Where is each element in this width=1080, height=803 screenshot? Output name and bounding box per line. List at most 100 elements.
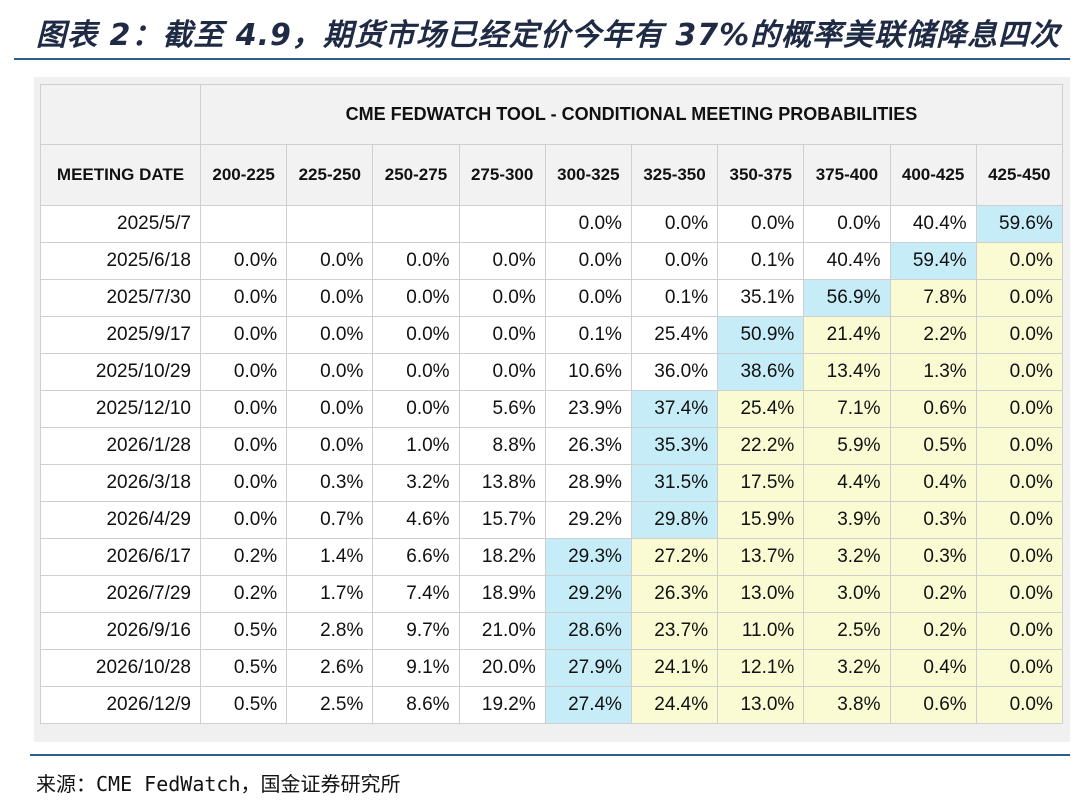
probability-cell: 15.7% [458,501,546,539]
probability-cell: 2.5% [803,612,891,650]
probability-cell: 3.8% [803,686,891,724]
probability-cell: 0.0% [975,427,1063,465]
probability-cell: 0.0% [975,353,1063,391]
probability-cell: 35.3% [630,427,719,465]
table-row: 2026/10/28 0.5% 2.6% 9.1% 20.0% 27.9% 24.1% 12.… [40,649,1063,687]
probability-cell: 27.9% [544,649,632,687]
probability-cell: 0.2% [889,575,977,613]
probability-cell: 1.4% [286,538,374,576]
probability-cell: 0.5% [199,612,288,650]
rate-range-header: 425-450 [975,144,1063,206]
probability-cell: 24.1% [630,649,719,687]
meeting-date-cell: 2026/1/28 [40,427,201,465]
probability-cell: 0.1% [544,316,632,354]
probability-cell: 1.7% [286,575,374,613]
probability-cell: 0.0% [544,242,632,280]
table-row: 2026/7/29 0.2% 1.7% 7.4% 18.9% 29.2% 26.3% 13.0… [40,575,1063,613]
probability-cell: 50.9% [717,316,805,354]
probability-cell: 1.0% [372,427,460,465]
rate-range-header: 225-250 [286,144,374,206]
bottom-divider [30,754,1070,756]
meeting-date-cell: 2025/7/30 [40,279,201,317]
probability-cell: 3.9% [803,501,891,539]
probability-cell: 9.7% [372,612,460,650]
meeting-date-header: MEETING DATE [40,144,201,206]
probability-cell: 0.0% [286,427,374,465]
probability-cell: 37.4% [630,390,719,428]
probability-cell: 0.1% [630,279,719,317]
probability-cell: 29.2% [544,575,632,613]
probability-cell: 2.5% [286,686,374,724]
table-row: 2026/9/16 0.5% 2.8% 9.7% 21.0% 28.6% 23.7% 11.0… [40,612,1063,650]
probability-cell: 29.3% [544,538,632,576]
probability-cell: 23.7% [630,612,719,650]
probability-cell: 28.9% [544,464,632,502]
probability-cell: 0.3% [286,464,374,502]
probability-cell: 0.1% [717,242,805,280]
meeting-date-cell: 2025/9/17 [40,316,201,354]
meeting-date-cell: 2026/6/17 [40,538,201,576]
source-note: 来源：CME FedWatch，国金证券研究所 [36,772,401,796]
probability-cell: 0.5% [889,427,977,465]
probability-cell: 0.0% [803,205,891,243]
meeting-date-cell: 2026/10/28 [40,649,201,687]
probability-table: CME FEDWATCH TOOL - CONDITIONAL MEETING … [40,84,1063,724]
probability-cell: 26.3% [630,575,719,613]
probability-cell: 0.0% [199,242,288,280]
probability-cell: 0.2% [199,575,288,613]
probability-cell: 0.0% [199,464,288,502]
probability-cell: 15.9% [717,501,805,539]
probability-cell: 1.3% [889,353,977,391]
probability-cell: 0.6% [889,686,977,724]
probability-cell: 0.0% [975,279,1063,317]
probability-cell: 0.5% [199,686,288,724]
probability-cell: 0.0% [372,390,460,428]
probability-cell: 8.6% [372,686,460,724]
probability-cell: 40.4% [889,205,977,243]
meeting-date-cell: 2025/6/18 [40,242,201,280]
probability-cell: 7.4% [372,575,460,613]
probability-cell: 2.6% [286,649,374,687]
table-row: 2026/1/28 0.0% 0.0% 1.0% 8.8% 26.3% 35.3% 22.2%… [40,427,1063,465]
probability-cell: 24.4% [630,686,719,724]
probability-cell: 0.0% [199,501,288,539]
probability-cell: 0.6% [889,390,977,428]
probability-cell: 0.0% [458,316,546,354]
probability-cell: 4.6% [372,501,460,539]
probability-cell: 13.0% [717,575,805,613]
table-row: 2026/4/29 0.0% 0.7% 4.6% 15.7% 29.2% 29.8% 15.9… [40,501,1063,539]
meeting-date-cell: 2025/10/29 [40,353,201,391]
probability-cell: 3.2% [803,649,891,687]
probability-cell: 31.5% [630,464,719,502]
probability-cell: 0.0% [975,242,1063,280]
probability-cell: 0.0% [372,242,460,280]
probability-cell: 12.1% [717,649,805,687]
probability-cell: 59.6% [975,205,1063,243]
table-row: 2025/12/10 0.0% 0.0% 0.0% 5.6% 23.9% 37.4% 25.4… [40,390,1063,428]
probability-cell: 0.4% [889,464,977,502]
probability-cell: 59.4% [889,242,977,280]
probability-cell: 0.0% [286,390,374,428]
probability-cell: 18.9% [458,575,546,613]
tool-title: CME FEDWATCH TOOL - CONDITIONAL MEETING … [200,84,1063,145]
probability-cell: 13.7% [717,538,805,576]
probability-cell: 26.3% [544,427,632,465]
rate-range-header: 275-300 [458,144,546,206]
probability-cell: 3.2% [803,538,891,576]
table-row: 2025/6/18 0.0% 0.0% 0.0% 0.0% 0.0% 0.0% 0.1% 40.… [40,242,1063,280]
probability-cell: 13.4% [803,353,891,391]
probability-cell: 21.0% [458,612,546,650]
rate-range-header: 375-400 [803,144,891,206]
probability-cell: 0.0% [372,279,460,317]
probability-cell: 0.0% [544,279,632,317]
probability-cell: 0.0% [199,279,288,317]
figure-title: 图表 2：截至 4.9，期货市场已经定价今年有 37%的概率美联储降息四次 [36,18,1061,53]
meeting-date-cell: 2025/5/7 [40,205,201,243]
probability-cell: 0.3% [889,501,977,539]
probability-cell: 0.0% [975,686,1063,724]
meeting-date-cell: 2026/7/29 [40,575,201,613]
probability-cell: 25.4% [630,316,719,354]
rate-range-header: 350-375 [717,144,805,206]
probability-cell: 3.0% [803,575,891,613]
probability-cell: 19.2% [458,686,546,724]
